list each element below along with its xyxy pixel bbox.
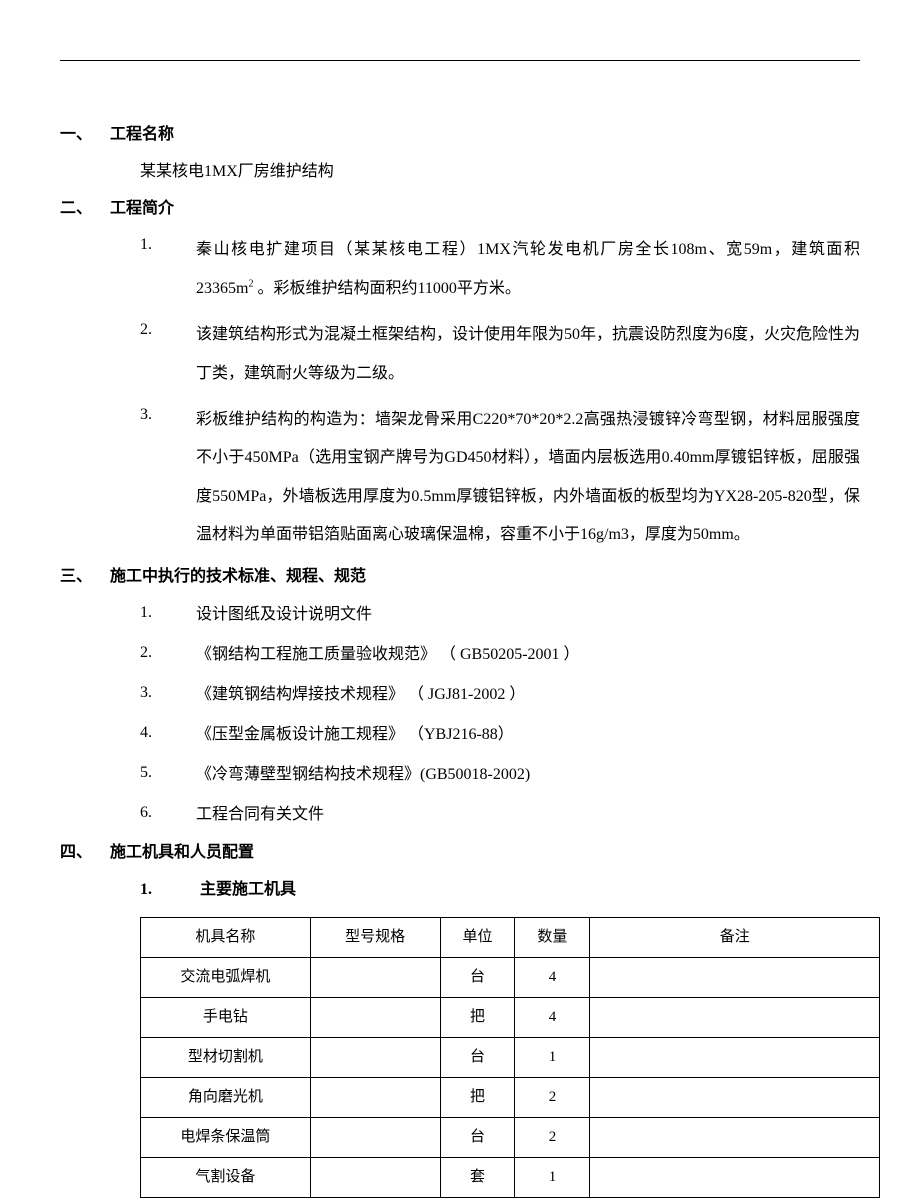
th-spec: 型号规格 bbox=[310, 917, 440, 957]
s3-item-3-num: 3. bbox=[140, 679, 196, 711]
table-row: 气割设备 套 1 bbox=[141, 1157, 880, 1197]
cell-name: 手电钻 bbox=[141, 997, 311, 1037]
section-1-title: 工程名称 bbox=[110, 121, 174, 150]
cell-note bbox=[590, 1157, 880, 1197]
s3-item-1-text: 设计图纸及设计说明文件 bbox=[196, 599, 860, 631]
cell-unit: 台 bbox=[440, 1037, 515, 1077]
s3-item-2-num: 2. bbox=[140, 639, 196, 671]
cell-name: 型材切割机 bbox=[141, 1037, 311, 1077]
s3-item-5: 5. 《冷弯薄壁型钢结构技术规程》(GB50018-2002) bbox=[60, 759, 860, 791]
section-1-header: 一、 工程名称 bbox=[60, 121, 860, 150]
s2-item-1-text: 秦山核电扩建项目（某某核电工程）1MX汽轮发电机厂房全长108m、宽59m，建筑… bbox=[196, 231, 860, 308]
cell-qty: 2 bbox=[515, 1117, 590, 1157]
cell-note bbox=[590, 1117, 880, 1157]
s3-item-6-text: 工程合同有关文件 bbox=[196, 799, 860, 831]
s2-item-3-num: 3. bbox=[140, 401, 196, 555]
s3-item-6: 6. 工程合同有关文件 bbox=[60, 799, 860, 831]
s3-item-2-text: 《钢结构工程施工质量验收规范》 （ GB50205-2001 ） bbox=[196, 639, 860, 671]
s3-item-4-text: 《压型金属板设计施工规程》 （YBJ216-88） bbox=[196, 719, 860, 751]
s4-sub-1: 1. 主要施工机具 bbox=[60, 876, 860, 905]
cell-unit: 台 bbox=[440, 1117, 515, 1157]
cell-name: 气割设备 bbox=[141, 1157, 311, 1197]
th-unit: 单位 bbox=[440, 917, 515, 957]
s3-item-1-num: 1. bbox=[140, 599, 196, 631]
table-row: 角向磨光机 把 2 bbox=[141, 1077, 880, 1117]
cell-qty: 4 bbox=[515, 957, 590, 997]
section-2-num: 二、 bbox=[60, 195, 110, 224]
s3-item-5-text: 《冷弯薄壁型钢结构技术规程》(GB50018-2002) bbox=[196, 759, 860, 791]
cell-note bbox=[590, 957, 880, 997]
equipment-table: 机具名称 型号规格 单位 数量 备注 交流电弧焊机 台 4 手电钻 把 4 型材… bbox=[140, 917, 880, 1198]
table-row: 电焊条保温筒 台 2 bbox=[141, 1117, 880, 1157]
cell-qty: 4 bbox=[515, 997, 590, 1037]
s4-sub-1-title: 主要施工机具 bbox=[200, 881, 296, 898]
s3-item-4-num: 4. bbox=[140, 719, 196, 751]
s3-item-3-text: 《建筑钢结构焊接技术规程》 （ JGJ81-2002 ） bbox=[196, 679, 860, 711]
th-qty: 数量 bbox=[515, 917, 590, 957]
section-4-num: 四、 bbox=[60, 839, 110, 868]
section-1-body: 某某核电1MX厂房维护结构 bbox=[60, 158, 860, 187]
s2-item-3-text: 彩板维护结构的构造为：墙架龙骨采用C220*70*20*2.2高强热浸镀锌冷弯型… bbox=[196, 401, 860, 555]
s3-item-3: 3. 《建筑钢结构焊接技术规程》 （ JGJ81-2002 ） bbox=[60, 679, 860, 711]
cell-qty: 1 bbox=[515, 1037, 590, 1077]
cell-spec bbox=[310, 1157, 440, 1197]
cell-unit: 台 bbox=[440, 957, 515, 997]
s2-item-2-text: 该建筑结构形式为混凝土框架结构，设计使用年限为50年，抗震设防烈度为6度，火灾危… bbox=[196, 316, 860, 393]
s3-item-2: 2. 《钢结构工程施工质量验收规范》 （ GB50205-2001 ） bbox=[60, 639, 860, 671]
s3-item-5-num: 5. bbox=[140, 759, 196, 791]
table-header-row: 机具名称 型号规格 单位 数量 备注 bbox=[141, 917, 880, 957]
cell-note bbox=[590, 1037, 880, 1077]
s2-item-2: 2. 该建筑结构形式为混凝土框架结构，设计使用年限为50年，抗震设防烈度为6度，… bbox=[60, 316, 860, 393]
cell-unit: 套 bbox=[440, 1157, 515, 1197]
section-2-title: 工程简介 bbox=[110, 195, 174, 224]
cell-note bbox=[590, 1077, 880, 1117]
cell-spec bbox=[310, 1037, 440, 1077]
cell-qty: 2 bbox=[515, 1077, 590, 1117]
section-1-num: 一、 bbox=[60, 121, 110, 150]
s4-sub-1-num: 1. bbox=[140, 876, 196, 905]
cell-name: 角向磨光机 bbox=[141, 1077, 311, 1117]
cell-spec bbox=[310, 997, 440, 1037]
s2-item-2-num: 2. bbox=[140, 316, 196, 393]
table-row: 手电钻 把 4 bbox=[141, 997, 880, 1037]
s2-item-1: 1. 秦山核电扩建项目（某某核电工程）1MX汽轮发电机厂房全长108m、宽59m… bbox=[60, 231, 860, 308]
cell-spec bbox=[310, 1077, 440, 1117]
section-4-header: 四、 施工机具和人员配置 bbox=[60, 839, 860, 868]
s3-item-1: 1. 设计图纸及设计说明文件 bbox=[60, 599, 860, 631]
cell-note bbox=[590, 997, 880, 1037]
cell-unit: 把 bbox=[440, 997, 515, 1037]
cell-name: 电焊条保温筒 bbox=[141, 1117, 311, 1157]
cell-name: 交流电弧焊机 bbox=[141, 957, 311, 997]
section-2-header: 二、 工程简介 bbox=[60, 195, 860, 224]
s3-item-6-num: 6. bbox=[140, 799, 196, 831]
cell-unit: 把 bbox=[440, 1077, 515, 1117]
section-3-header: 三、 施工中执行的技术标准、规程、规范 bbox=[60, 563, 860, 592]
th-name: 机具名称 bbox=[141, 917, 311, 957]
cell-qty: 1 bbox=[515, 1157, 590, 1197]
section-3-title: 施工中执行的技术标准、规程、规范 bbox=[110, 563, 366, 592]
section-3-num: 三、 bbox=[60, 563, 110, 592]
s2-item-1-num: 1. bbox=[140, 231, 196, 308]
th-note: 备注 bbox=[590, 917, 880, 957]
top-divider bbox=[60, 60, 860, 61]
cell-spec bbox=[310, 957, 440, 997]
table-row: 型材切割机 台 1 bbox=[141, 1037, 880, 1077]
cell-spec bbox=[310, 1117, 440, 1157]
section-4-title: 施工机具和人员配置 bbox=[110, 839, 254, 868]
table-row: 交流电弧焊机 台 4 bbox=[141, 957, 880, 997]
s2-item-3: 3. 彩板维护结构的构造为：墙架龙骨采用C220*70*20*2.2高强热浸镀锌… bbox=[60, 401, 860, 555]
s3-item-4: 4. 《压型金属板设计施工规程》 （YBJ216-88） bbox=[60, 719, 860, 751]
